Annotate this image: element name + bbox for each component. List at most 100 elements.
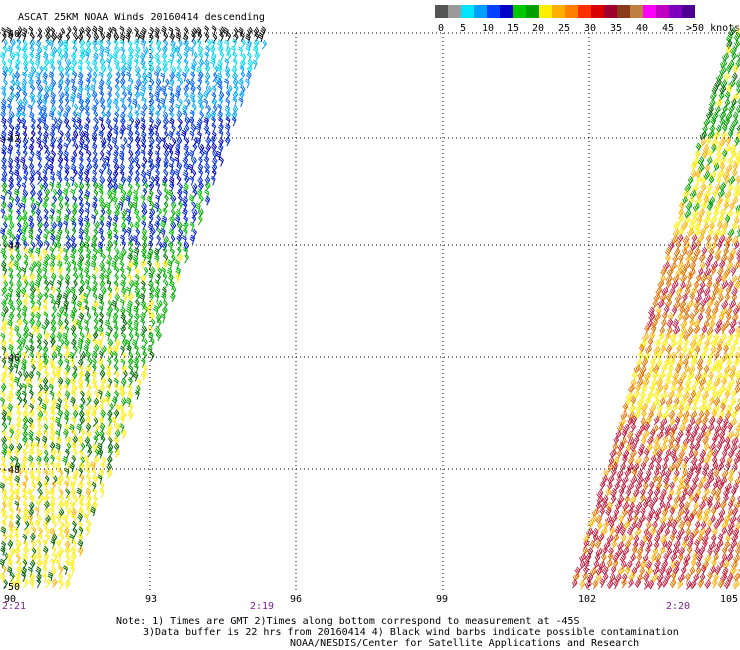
wind-barb (663, 552, 669, 563)
wind-barb (679, 273, 687, 284)
wind-barb (659, 397, 666, 407)
wind-barb (731, 287, 738, 298)
wind-barb (104, 395, 111, 406)
wind-barb (700, 176, 707, 187)
wind-barb (56, 59, 62, 70)
wind-barb (62, 188, 69, 198)
wind-barb (730, 409, 738, 420)
wind-barb (14, 461, 21, 472)
wind-barb (43, 208, 49, 219)
wind-barb (663, 358, 671, 368)
wind-barb (164, 194, 169, 205)
wind-barb (35, 52, 41, 63)
wind-barb (28, 389, 34, 400)
wind-barb (2, 422, 8, 433)
wind-barb (126, 59, 132, 70)
wind-barb (68, 559, 75, 569)
wind-barb (698, 410, 705, 421)
wind-barb (77, 532, 84, 543)
wind-barb (583, 558, 590, 569)
wind-barb (661, 363, 668, 374)
wind-barb (721, 104, 728, 115)
wind-barb (70, 188, 76, 199)
wind-barb (9, 254, 15, 265)
wind-barb (7, 357, 14, 368)
wind-barb (619, 526, 626, 537)
wind-barb (643, 371, 651, 382)
wind-barb (692, 474, 700, 485)
wind-barb (169, 111, 174, 121)
wind-barb (141, 96, 147, 107)
wind-barb (128, 312, 134, 323)
wind-barb (701, 415, 709, 426)
wind-barb (704, 306, 712, 317)
wind-barb (98, 227, 104, 238)
wind-barb (696, 357, 704, 368)
wind-barb (668, 462, 676, 473)
wind-barb (692, 493, 700, 504)
wind-barb (648, 365, 655, 375)
wind-barb (719, 155, 727, 166)
wind-barb (105, 331, 111, 342)
wind-barb (63, 254, 69, 265)
wind-barb (723, 417, 729, 428)
wind-barb (673, 325, 681, 336)
wind-barb (16, 85, 22, 96)
wind-barb (64, 467, 70, 478)
wind-barb (49, 170, 55, 181)
wind-barb (69, 462, 75, 473)
wind-barb (728, 369, 736, 380)
wind-barb (22, 59, 29, 70)
wind-barb (58, 105, 64, 116)
wind-barb (633, 364, 641, 374)
wind-barb (27, 71, 34, 82)
wind-barb (154, 286, 161, 297)
wind-barb (13, 488, 20, 499)
note-line-3: NOAA/NESDIS/Center for Satellite Applica… (290, 638, 640, 649)
wind-barb (634, 527, 642, 538)
wind-barb (257, 32, 264, 43)
wind-barb (6, 103, 12, 114)
wind-barb (672, 474, 679, 485)
wind-barb (213, 65, 219, 76)
wind-barb (78, 507, 84, 518)
wind-barb (55, 538, 62, 549)
wind-barb (41, 558, 48, 569)
wind-barb (118, 150, 125, 161)
wind-barb (683, 384, 691, 395)
wind-barb (112, 98, 119, 109)
wind-barb (7, 144, 14, 154)
wind-barb (676, 261, 685, 271)
wind-barb (697, 363, 703, 374)
wind-barb (678, 475, 686, 486)
wind-barb (71, 136, 77, 147)
wind-barb (91, 481, 97, 492)
wind-barb (99, 422, 106, 433)
wind-barb (128, 402, 134, 413)
wind-barb (23, 279, 29, 290)
wind-barb (661, 559, 669, 570)
wind-barb (609, 526, 616, 537)
wind-barb (128, 279, 135, 290)
wind-barb (735, 59, 740, 70)
wind-barb (634, 578, 642, 589)
wind-barb (50, 78, 57, 89)
wind-barb (175, 266, 181, 277)
wind-barb (42, 169, 48, 179)
wind-barb (119, 306, 126, 317)
wind-barb (141, 370, 147, 381)
wind-barb (87, 357, 93, 368)
wind-barb (593, 560, 600, 570)
wind-barb (1, 371, 7, 382)
wind-barb (135, 32, 141, 43)
wind-barb (722, 559, 730, 570)
wind-barb (730, 266, 737, 277)
wind-barb (203, 155, 210, 166)
wind-barb (15, 253, 22, 263)
wind-barb (105, 428, 112, 439)
wind-barb (7, 371, 14, 382)
wind-barb (633, 410, 641, 420)
wind-barb (692, 449, 699, 460)
wind-barb (642, 554, 649, 564)
wind-barb (90, 409, 97, 420)
